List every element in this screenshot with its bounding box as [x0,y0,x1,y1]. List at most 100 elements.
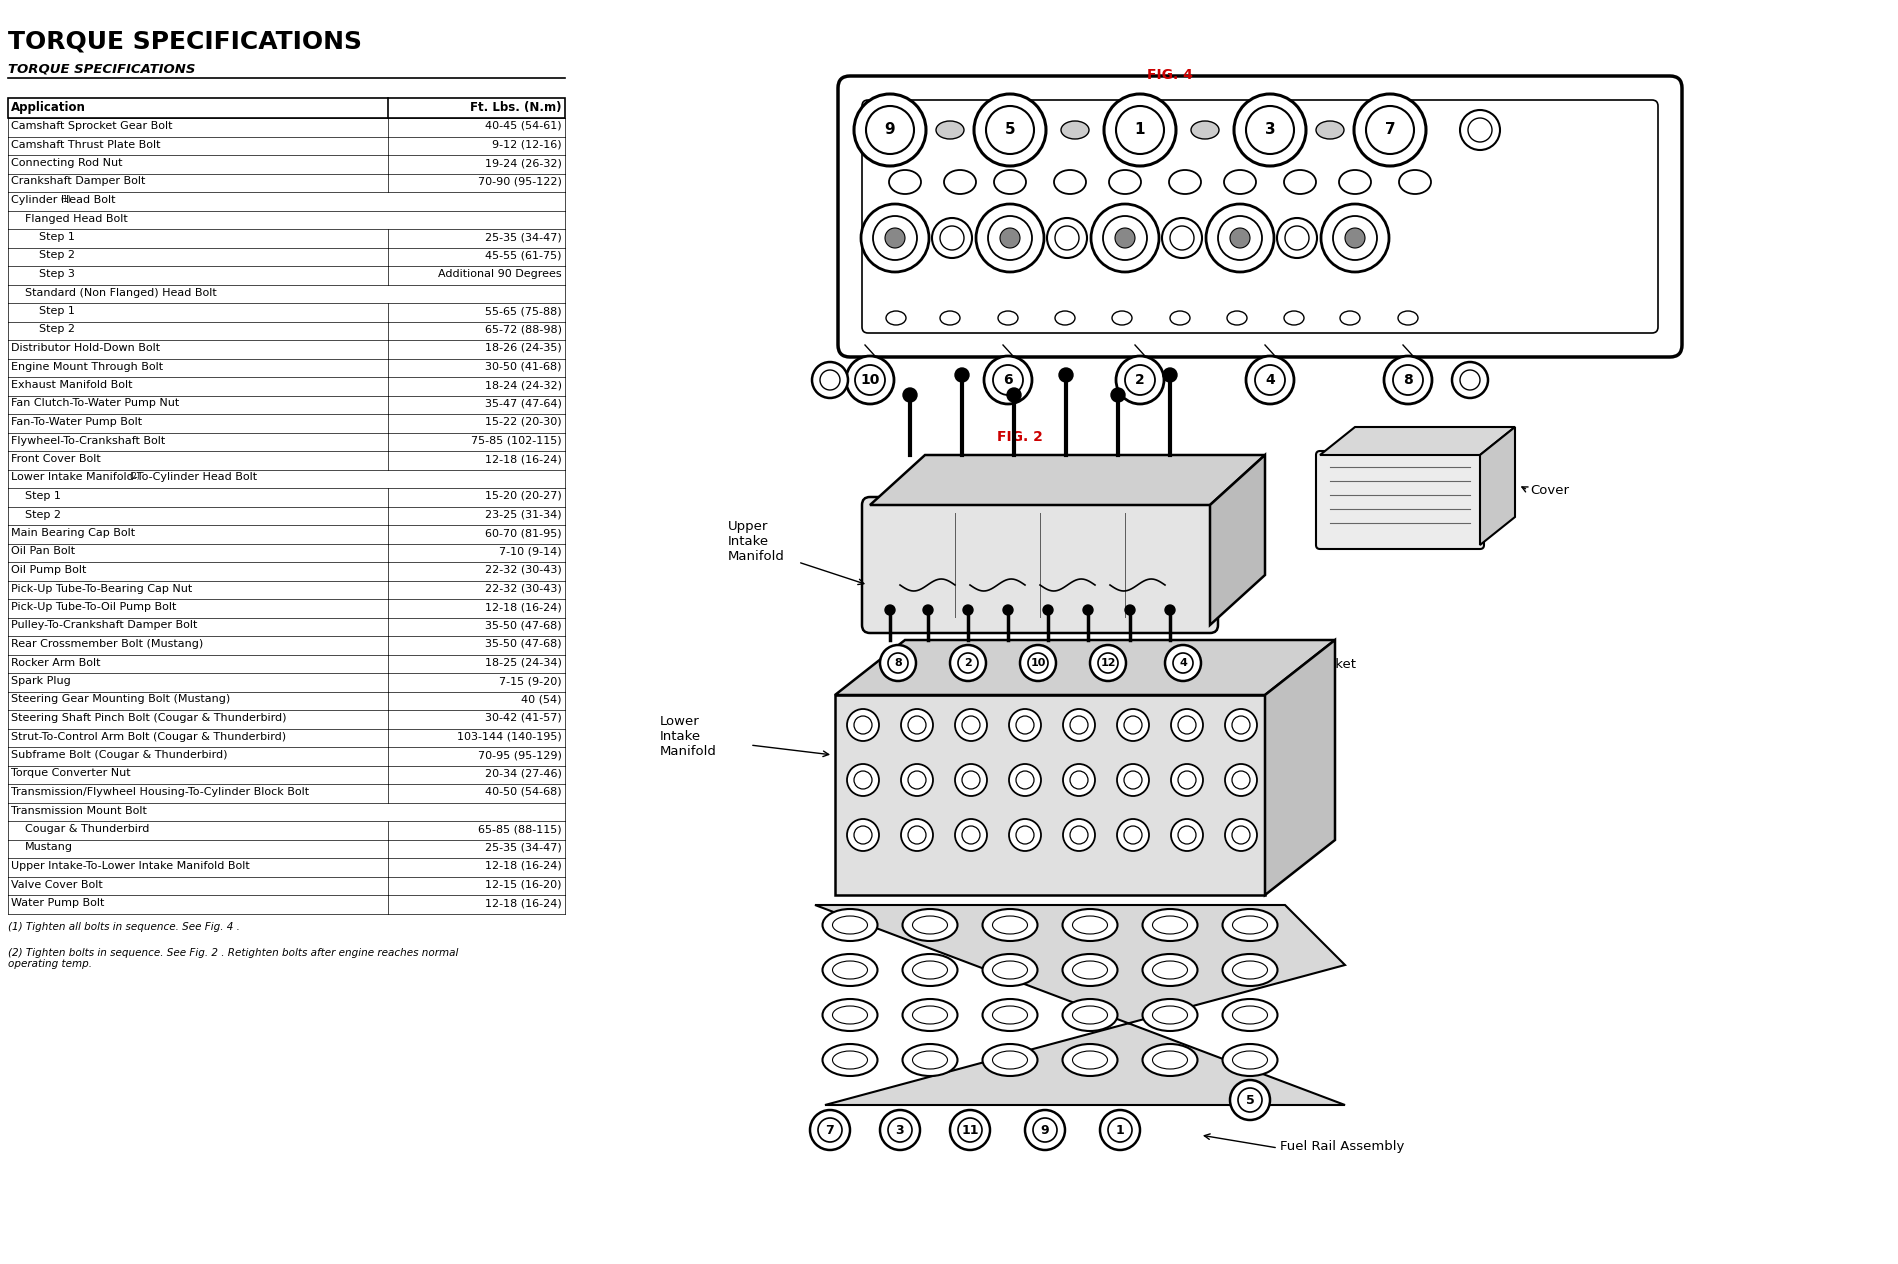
Circle shape [1205,204,1274,272]
Text: Standard (Non Flanged) Head Bolt: Standard (Non Flanged) Head Bolt [25,287,216,297]
Circle shape [951,645,985,681]
Ellipse shape [936,121,964,139]
Text: 9-12 (12-16): 9-12 (12-16) [492,139,562,149]
Text: 12-15 (16-20): 12-15 (16-20) [486,880,562,890]
Text: 12-18 (16-24): 12-18 (16-24) [486,897,562,908]
Text: 35-47 (47-64): 35-47 (47-64) [486,398,562,408]
Circle shape [1063,763,1095,796]
Ellipse shape [1222,954,1277,986]
Text: (2) Tighten bolts in sequence. See Fig. 2 . Retighten bolts after engine reaches: (2) Tighten bolts in sequence. See Fig. … [8,948,459,969]
Ellipse shape [1192,121,1219,139]
Ellipse shape [1315,121,1344,139]
Text: (1) Tighten all bolts in sequence. See Fig. 4 .: (1) Tighten all bolts in sequence. See F… [8,921,239,932]
Circle shape [1165,605,1175,616]
Ellipse shape [822,909,877,940]
Text: 7: 7 [1386,123,1395,138]
Circle shape [1118,763,1148,796]
Text: 4: 4 [1266,373,1275,387]
Text: 103-144 (140-195): 103-144 (140-195) [457,732,562,742]
Text: Oil Pan Bolt: Oil Pan Bolt [11,546,76,556]
Text: Connecting Rod Nut: Connecting Rod Nut [11,158,123,168]
Text: Subframe Bolt (Cougar & Thunderbird): Subframe Bolt (Cougar & Thunderbird) [11,750,228,760]
Circle shape [1224,709,1256,741]
Text: 1: 1 [1116,1124,1124,1136]
Ellipse shape [903,954,957,986]
FancyBboxPatch shape [839,76,1682,356]
Circle shape [1224,763,1256,796]
Circle shape [1084,605,1093,616]
Circle shape [955,368,970,382]
Circle shape [1000,228,1019,248]
Text: 55-65 (75-88): 55-65 (75-88) [486,306,562,316]
Text: 15-20 (20-27): 15-20 (20-27) [486,490,562,501]
Text: Steering Shaft Pinch Bolt (Cougar & Thunderbird): Steering Shaft Pinch Bolt (Cougar & Thun… [11,713,287,723]
Circle shape [1346,228,1365,248]
Text: Flywheel-To-Crankshaft Bolt: Flywheel-To-Crankshaft Bolt [11,436,165,445]
Text: Steering Gear Mounting Bolt (Mustang): Steering Gear Mounting Bolt (Mustang) [11,694,230,704]
Text: Step 2: Step 2 [40,325,76,335]
Text: FIG. 2: FIG. 2 [996,430,1042,444]
Circle shape [1460,110,1499,150]
Text: Mustang: Mustang [25,843,72,852]
Text: Pulley-To-Crankshaft Damper Bolt: Pulley-To-Crankshaft Damper Bolt [11,621,197,631]
Circle shape [1171,763,1203,796]
Polygon shape [1480,427,1515,545]
Text: Lower
Intake
Manifold: Lower Intake Manifold [661,715,717,758]
Circle shape [1010,819,1040,851]
Text: 70-95 (95-129): 70-95 (95-129) [478,750,562,760]
Text: Strut-To-Control Arm Bolt (Cougar & Thunderbird): Strut-To-Control Arm Bolt (Cougar & Thun… [11,732,287,742]
Text: 5: 5 [1004,123,1015,138]
Text: 9: 9 [884,123,896,138]
Circle shape [884,228,905,248]
Circle shape [1063,819,1095,851]
Ellipse shape [1143,954,1198,986]
Circle shape [955,819,987,851]
Polygon shape [869,455,1264,506]
Text: 30-42 (41-57): 30-42 (41-57) [486,713,562,723]
Circle shape [962,605,974,616]
Text: 3: 3 [896,1124,903,1136]
Circle shape [903,388,917,402]
Ellipse shape [1063,661,1089,679]
Text: (2): (2) [129,473,140,482]
Text: Camshaft Sprocket Gear Bolt: Camshaft Sprocket Gear Bolt [11,121,173,131]
Circle shape [1230,228,1251,248]
Ellipse shape [1061,121,1089,139]
FancyBboxPatch shape [862,497,1219,633]
Circle shape [1002,605,1014,616]
Ellipse shape [1063,1044,1118,1076]
Polygon shape [835,640,1334,695]
Text: 35-50 (47-68): 35-50 (47-68) [486,640,562,648]
Ellipse shape [1063,909,1118,940]
Circle shape [955,763,987,796]
Text: Step 1: Step 1 [25,490,61,501]
Text: 23-25 (31-34): 23-25 (31-34) [486,509,562,520]
Ellipse shape [1222,1044,1277,1076]
Circle shape [1105,94,1177,166]
Circle shape [976,204,1044,272]
Circle shape [847,763,879,796]
Circle shape [1114,228,1135,248]
Circle shape [1171,709,1203,741]
Text: 10: 10 [1031,659,1046,667]
Text: TORQUE SPECIFICATIONS: TORQUE SPECIFICATIONS [8,62,195,75]
Text: 22-32 (30-43): 22-32 (30-43) [486,565,562,575]
Text: 40-45 (54-61): 40-45 (54-61) [486,121,562,131]
Circle shape [847,709,879,741]
Circle shape [1277,217,1317,258]
Text: 40 (54): 40 (54) [522,694,562,704]
Circle shape [1118,819,1148,851]
Circle shape [847,819,879,851]
Text: Engine Mount Through Bolt: Engine Mount Through Bolt [11,362,163,372]
Circle shape [902,709,934,741]
Text: FIG. 4: FIG. 4 [1146,68,1194,82]
Circle shape [1010,763,1040,796]
Circle shape [932,217,972,258]
Ellipse shape [1165,661,1194,679]
Polygon shape [814,905,1346,1105]
Ellipse shape [1063,999,1118,1031]
Text: 2: 2 [1135,373,1144,387]
Text: 8: 8 [894,659,902,667]
Text: 10: 10 [860,373,879,387]
Circle shape [1091,204,1160,272]
